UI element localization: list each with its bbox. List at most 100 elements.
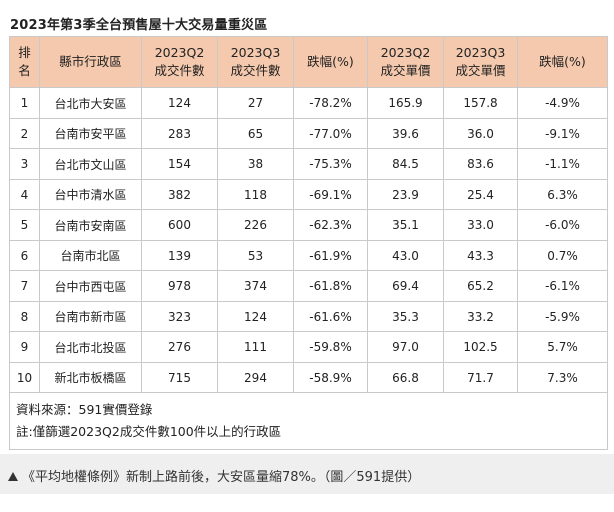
cell-price-change: 7.3% xyxy=(517,362,608,393)
cell-q3-volume: 111 xyxy=(217,331,294,363)
cell-q3-price: 65.2 xyxy=(443,270,518,302)
cell-district: 台中市清水區 xyxy=(39,179,142,210)
header-rank: 排 名 xyxy=(9,36,40,88)
cell-rank: 7 xyxy=(9,270,40,302)
table-row: 4 台中市清水區 382 118 -69.1% 23.9 25.4 6.3% xyxy=(9,179,608,210)
cell-price-change: -6.1% xyxy=(517,270,608,302)
cell-q3-volume: 226 xyxy=(217,209,294,241)
cell-price-change: -6.0% xyxy=(517,209,608,241)
data-table-wrapper: 排 名 縣市行政區 2023Q2 成交件數 2023Q3 成交件數 跌幅(%) xyxy=(9,36,608,450)
cell-price-change: 6.3% xyxy=(517,179,608,210)
cell-rank: 8 xyxy=(9,301,40,332)
cell-volume-change: -78.2% xyxy=(293,87,368,119)
caption-bar: 《平均地權條例》新制上路前後，大安區量縮78%。（圖／591提供） xyxy=(0,454,614,494)
image-caption: 《平均地權條例》新制上路前後，大安區量縮78%。（圖／591提供） xyxy=(8,466,420,485)
cell-volume-change: -61.8% xyxy=(293,270,368,302)
header-volume-change: 跌幅(%) xyxy=(293,36,368,88)
cell-q3-volume: 124 xyxy=(217,301,294,332)
cell-q3-price: 157.8 xyxy=(443,87,518,119)
cell-volume-change: -61.9% xyxy=(293,240,368,271)
cell-q2-price: 35.3 xyxy=(367,301,444,332)
cell-volume-change: -75.3% xyxy=(293,148,368,180)
source-text: 資料來源：591實價登錄 xyxy=(16,402,153,417)
cell-q2-volume: 382 xyxy=(141,179,218,210)
cell-district: 新北市板橋區 xyxy=(39,362,142,393)
cell-q2-price: 97.0 xyxy=(367,331,444,363)
cell-q2-volume: 154 xyxy=(141,148,218,180)
cell-price-change: -9.1% xyxy=(517,118,608,149)
cell-q3-price: 83.6 xyxy=(443,148,518,180)
cell-district: 台北市北投區 xyxy=(39,331,142,363)
header-q3-price: 2023Q3 成交單價 xyxy=(443,36,518,88)
table-body: 1 台北市大安區 124 27 -78.2% 165.9 157.8 -4.9% 2 台南市安平區… xyxy=(9,87,608,393)
table-row: 6 台南市北區 139 53 -61.9% 43.0 43.3 0.7% xyxy=(9,240,608,271)
cell-district: 台南市北區 xyxy=(39,240,142,271)
cell-volume-change: -58.9% xyxy=(293,362,368,393)
header-district: 縣市行政區 xyxy=(39,36,142,88)
cell-volume-change: -69.1% xyxy=(293,179,368,210)
cell-q3-volume: 118 xyxy=(217,179,294,210)
data-table: 排 名 縣市行政區 2023Q2 成交件數 2023Q3 成交件數 跌幅(%) xyxy=(9,36,608,450)
table-footer-row: 資料來源：591實價登錄 註:僅篩選2023Q2成交件數100件以上的行政區 xyxy=(9,392,608,450)
table-row: 8 台南市新市區 323 124 -61.6% 35.3 33.2 -5.9% xyxy=(9,301,608,332)
cell-rank: 1 xyxy=(9,87,40,119)
cell-q2-volume: 276 xyxy=(141,331,218,363)
cell-q2-price: 39.6 xyxy=(367,118,444,149)
cell-q3-volume: 294 xyxy=(217,362,294,393)
cell-q3-price: 36.0 xyxy=(443,118,518,149)
header-q2-volume: 2023Q2 成交件數 xyxy=(141,36,218,88)
cell-q3-price: 71.7 xyxy=(443,362,518,393)
cell-rank: 2 xyxy=(9,118,40,149)
cell-q3-price: 102.5 xyxy=(443,331,518,363)
note-text: 註:僅篩選2023Q2成交件數100件以上的行政區 xyxy=(16,424,282,439)
cell-q3-price: 43.3 xyxy=(443,240,518,271)
header-q3-volume: 2023Q3 成交件數 xyxy=(217,36,294,88)
cell-q3-volume: 53 xyxy=(217,240,294,271)
cell-q2-volume: 139 xyxy=(141,240,218,271)
cell-volume-change: -61.6% xyxy=(293,301,368,332)
header-q2-price: 2023Q2 成交單價 xyxy=(367,36,444,88)
cell-q2-volume: 978 xyxy=(141,270,218,302)
cell-volume-change: -59.8% xyxy=(293,331,368,363)
cell-q3-price: 33.2 xyxy=(443,301,518,332)
cell-q3-price: 25.4 xyxy=(443,179,518,210)
cell-q2-volume: 600 xyxy=(141,209,218,241)
table-row: 3 台北市文山區 154 38 -75.3% 84.5 83.6 -1.1% xyxy=(9,148,608,180)
cell-q2-price: 43.0 xyxy=(367,240,444,271)
cell-q3-price: 33.0 xyxy=(443,209,518,241)
cell-price-change: 5.7% xyxy=(517,331,608,363)
cell-q2-price: 23.9 xyxy=(367,179,444,210)
cell-q2-price: 84.5 xyxy=(367,148,444,180)
cell-price-change: -1.1% xyxy=(517,148,608,180)
table-row: 1 台北市大安區 124 27 -78.2% 165.9 157.8 -4.9% xyxy=(9,87,608,119)
cell-q2-price: 35.1 xyxy=(367,209,444,241)
table-notes: 資料來源：591實價登錄 註:僅篩選2023Q2成交件數100件以上的行政區 xyxy=(9,392,608,450)
cell-q3-volume: 38 xyxy=(217,148,294,180)
triangle-up-icon xyxy=(8,472,18,481)
table-row: 2 台南市安平區 283 65 -77.0% 39.6 36.0 -9.1% xyxy=(9,118,608,149)
cell-q2-volume: 283 xyxy=(141,118,218,149)
cell-price-change: -4.9% xyxy=(517,87,608,119)
cell-rank: 3 xyxy=(9,148,40,180)
table-row: 10 新北市板橋區 715 294 -58.9% 66.8 71.7 7.3% xyxy=(9,362,608,393)
cell-district: 台南市新市區 xyxy=(39,301,142,332)
cell-q3-volume: 65 xyxy=(217,118,294,149)
table-row: 9 台北市北投區 276 111 -59.8% 97.0 102.5 5.7% xyxy=(9,331,608,363)
cell-volume-change: -77.0% xyxy=(293,118,368,149)
cell-rank: 5 xyxy=(9,209,40,241)
cell-district: 台南市安南區 xyxy=(39,209,142,241)
cell-rank: 9 xyxy=(9,331,40,363)
header-price-change: 跌幅(%) xyxy=(517,36,608,88)
cell-rank: 6 xyxy=(9,240,40,271)
cell-rank: 10 xyxy=(9,362,40,393)
cell-district: 台中市西屯區 xyxy=(39,270,142,302)
cell-q2-price: 69.4 xyxy=(367,270,444,302)
table-row: 5 台南市安南區 600 226 -62.3% 35.1 33.0 -6.0% xyxy=(9,209,608,241)
cell-volume-change: -62.3% xyxy=(293,209,368,241)
table-title: 2023年第3季全台預售屋十大交易量重災區 xyxy=(10,18,268,33)
cell-q3-volume: 374 xyxy=(217,270,294,302)
cell-rank: 4 xyxy=(9,179,40,210)
table-header-row: 排 名 縣市行政區 2023Q2 成交件數 2023Q3 成交件數 跌幅(%) xyxy=(9,36,608,88)
cell-q3-volume: 27 xyxy=(217,87,294,119)
cell-q2-price: 66.8 xyxy=(367,362,444,393)
